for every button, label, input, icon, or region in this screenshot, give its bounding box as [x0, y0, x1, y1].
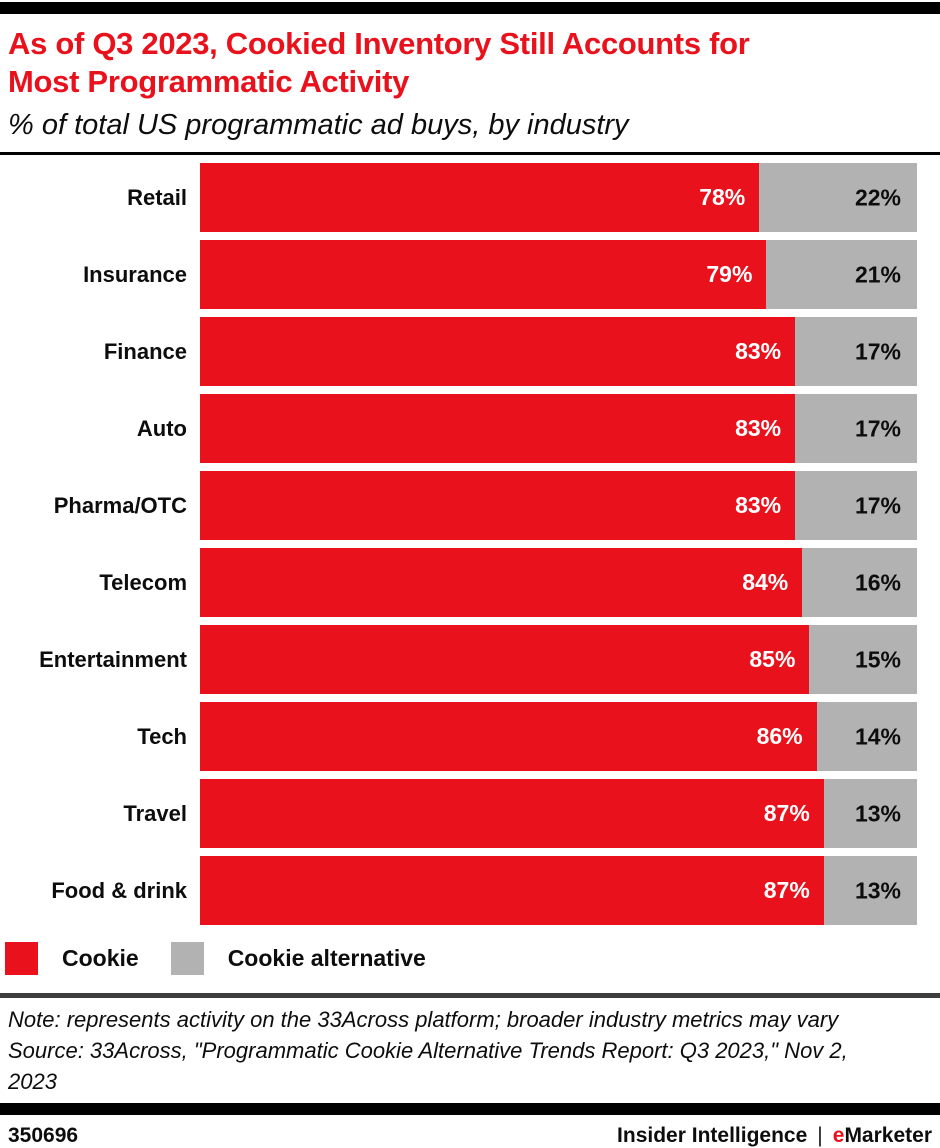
- header-divider: [0, 152, 940, 156]
- footer: 350696 Insider Intelligence | eMarketer: [0, 1115, 940, 1148]
- bar-segment-cookie: 79%: [200, 240, 767, 310]
- bar-segment-cookie: 86%: [200, 702, 817, 772]
- brand-separator: |: [817, 1124, 823, 1148]
- category-label: Food & drink: [51, 877, 187, 903]
- bar-segment-cookie: 84%: [200, 548, 803, 618]
- bar-row: Travel 87% 13%: [0, 779, 917, 849]
- category-label: Tech: [137, 723, 187, 749]
- top-black-bar: [0, 2, 940, 14]
- bar-track: 83% 17%: [200, 471, 917, 541]
- bar-value-cookie: 83%: [735, 492, 782, 519]
- brand-emarketer-e: e: [832, 1124, 845, 1148]
- brand-text: Insider Intelligence | eMarketer: [617, 1124, 932, 1148]
- legend-item-cookie: Cookie: [5, 941, 139, 975]
- bar-track: 85% 15%: [200, 625, 917, 695]
- source-text: Source: 33Across, "Programmatic Cookie A…: [8, 1037, 848, 1094]
- bar-value-cookie-alternative: 17%: [854, 492, 901, 519]
- bar-segment-cookie: 83%: [200, 471, 796, 541]
- chart-title-line-1: As of Q3 2023, Cookied Inventory Still A…: [8, 26, 750, 61]
- bar-value-cookie: 84%: [742, 569, 789, 596]
- bar-value-cookie-alternative: 14%: [854, 723, 901, 750]
- bar-segment-cookie: 87%: [200, 779, 824, 849]
- category-label: Entertainment: [39, 646, 187, 672]
- legend-swatch-cookie: [5, 941, 38, 975]
- chart-title: As of Q3 2023, Cookied Inventory Still A…: [8, 25, 913, 101]
- bar-track: 83% 17%: [200, 394, 917, 464]
- category-label: Travel: [123, 800, 187, 826]
- legend-swatch-cookie-alternative: [170, 941, 204, 975]
- legend-label-cookie-alternative: Cookie alternative: [227, 944, 426, 971]
- brand-emarketer: eMarketer: [833, 1124, 932, 1148]
- bar-track: 78% 22%: [200, 163, 917, 233]
- bar-value-cookie-alternative: 17%: [854, 415, 901, 442]
- bar-value-cookie: 87%: [763, 877, 810, 904]
- bar-track: 79% 21%: [200, 240, 917, 310]
- bar-value-cookie: 85%: [749, 646, 796, 673]
- bar-track: 83% 17%: [200, 317, 917, 387]
- notes-block: Note: represents activity on the 33Acros…: [8, 1005, 893, 1097]
- note-text: Note: represents activity on the 33Acros…: [8, 1007, 839, 1033]
- brand-emarketer-rest: Marketer: [844, 1124, 932, 1148]
- bar-segment-cookie: 85%: [200, 625, 810, 695]
- bar-row: Telecom 84% 16%: [0, 548, 917, 618]
- legend-label-cookie: Cookie: [62, 944, 139, 971]
- bar-value-cookie-alternative: 13%: [854, 800, 901, 827]
- chart-subtitle: % of total US programmatic ad buys, by i…: [8, 109, 629, 142]
- bar-value-cookie-alternative: 22%: [854, 184, 901, 211]
- bar-row: Finance 83% 17%: [0, 317, 917, 387]
- bar-segment-cookie: 87%: [200, 856, 824, 926]
- bar-value-cookie: 83%: [735, 415, 782, 442]
- bar-track: 87% 13%: [200, 779, 917, 849]
- brand-insider-intelligence: Insider Intelligence: [617, 1124, 808, 1148]
- bar-row: Auto 83% 17%: [0, 394, 917, 464]
- bar-row: Entertainment 85% 15%: [0, 625, 917, 695]
- category-label: Auto: [136, 415, 187, 441]
- category-label: Pharma/OTC: [53, 492, 187, 518]
- bar-value-cookie-alternative: 16%: [854, 569, 901, 596]
- bottom-black-bar: [0, 1103, 940, 1116]
- bar-row: Pharma/OTC 83% 17%: [0, 471, 917, 541]
- legend-item-cookie-alternative: Cookie alternative: [170, 941, 426, 975]
- bar-value-cookie: 87%: [763, 800, 810, 827]
- bar-segment-cookie: 83%: [200, 317, 796, 387]
- category-label: Telecom: [99, 569, 187, 595]
- note-divider: [0, 993, 940, 999]
- chart-legend: Cookie Cookie alternative: [5, 941, 940, 975]
- bar-track: 86% 14%: [200, 702, 917, 772]
- bar-row: Tech 86% 14%: [0, 702, 917, 772]
- bar-segment-cookie: 78%: [200, 163, 760, 233]
- bar-track: 84% 16%: [200, 548, 917, 618]
- bar-value-cookie-alternative: 17%: [854, 338, 901, 365]
- category-label: Finance: [103, 338, 187, 364]
- bar-value-cookie: 83%: [735, 338, 782, 365]
- chart-id: 350696: [8, 1124, 79, 1148]
- bar-row: Retail 78% 22%: [0, 163, 917, 233]
- category-label: Insurance: [83, 261, 187, 287]
- category-label: Retail: [127, 184, 187, 210]
- bar-row: Food & drink 87% 13%: [0, 856, 917, 926]
- bar-value-cookie-alternative: 13%: [854, 877, 901, 904]
- stacked-bar-chart: Retail 78% 22% Insurance 79% 21% Finance 83% 17%…: [0, 163, 940, 926]
- chart-title-line-2: Most Programmatic Activity: [8, 64, 410, 100]
- bar-value-cookie: 86%: [756, 723, 803, 750]
- bar-value-cookie-alternative: 21%: [854, 261, 901, 288]
- bar-value-cookie: 78%: [699, 184, 746, 211]
- bar-row: Insurance 79% 21%: [0, 240, 917, 310]
- bar-value-cookie: 79%: [706, 261, 753, 288]
- bar-segment-cookie: 83%: [200, 394, 796, 464]
- bar-track: 87% 13%: [200, 856, 917, 926]
- bar-value-cookie-alternative: 15%: [854, 646, 901, 673]
